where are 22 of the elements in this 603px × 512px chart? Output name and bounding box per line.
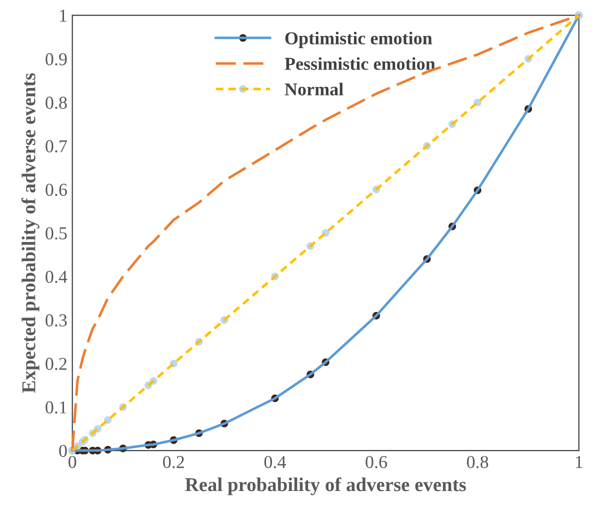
y-tick-label: 1 bbox=[60, 10, 66, 22]
x-tick-label: 0.8 bbox=[466, 456, 488, 468]
y-tick-label: 0.1 bbox=[46, 401, 66, 414]
y-tick-label: 0.6 bbox=[46, 184, 67, 196]
y-tick-label: 0.7 bbox=[46, 140, 67, 152]
y-tick-label: 0.8 bbox=[46, 96, 67, 109]
x-tick-label: 0.2 bbox=[163, 456, 184, 468]
x-tick-label: 0.6 bbox=[366, 456, 388, 468]
x-tick-label: 0 bbox=[68, 456, 76, 468]
legend-label: Pessimistic emotion bbox=[284, 57, 436, 70]
y-tick-label: 0.9 bbox=[46, 53, 67, 66]
x-axis-title: Real probability of adverse events bbox=[185, 477, 466, 496]
y-tick-label: 0 bbox=[59, 444, 67, 457]
y-tick-label: 0.3 bbox=[46, 314, 67, 327]
y-tick-label: 0.4 bbox=[46, 270, 68, 283]
y-tick-label: 0.5 bbox=[46, 227, 67, 240]
y-tick-label: 0.2 bbox=[46, 358, 67, 370]
legend-label: Optimistic emotion bbox=[285, 32, 432, 48]
y-axis-title: Expected probability of adverse events bbox=[21, 73, 40, 393]
x-tick-label: 1 bbox=[576, 456, 582, 468]
x-tick-label: 0.4 bbox=[264, 456, 286, 468]
legend-label: Normal bbox=[284, 82, 344, 96]
